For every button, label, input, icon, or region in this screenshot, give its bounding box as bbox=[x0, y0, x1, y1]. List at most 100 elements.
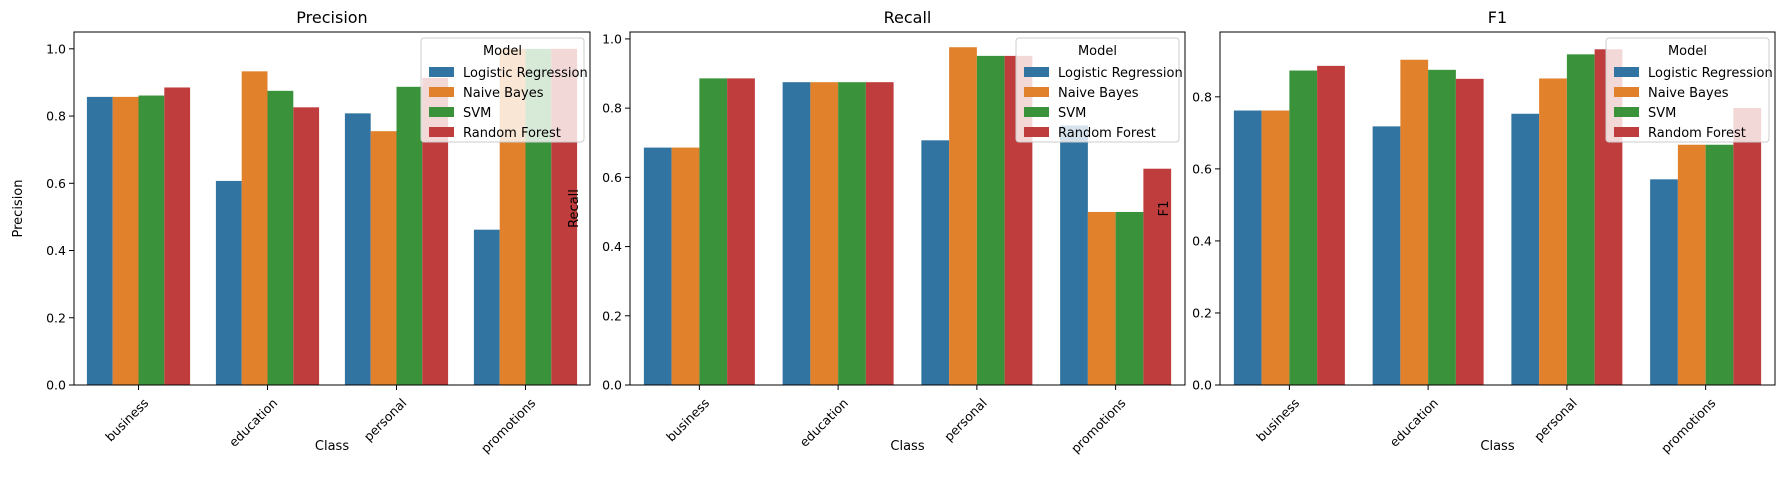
x-tick-label: education bbox=[226, 395, 280, 449]
bar-personal-naive-bayes bbox=[1539, 78, 1567, 386]
bar-business-random-forest bbox=[727, 78, 755, 385]
bar-personal-svm bbox=[396, 86, 423, 386]
bar-promotions-random-forest bbox=[1733, 108, 1762, 386]
bar-personal-logistic-regression bbox=[1511, 113, 1540, 385]
legend-swatch bbox=[429, 107, 454, 117]
legend-swatch bbox=[1024, 107, 1049, 117]
bar-education-random-forest bbox=[1455, 78, 1484, 385]
y-axis-label: Recall bbox=[567, 189, 582, 228]
x-tick-label: promotions bbox=[1068, 395, 1129, 456]
legend-box bbox=[420, 37, 585, 143]
y-tick-label: 1.0 bbox=[46, 41, 66, 56]
bar-promotions-naive-bayes bbox=[1087, 211, 1116, 385]
bar-personal-svm bbox=[1566, 54, 1595, 386]
y-tick-label: 0.8 bbox=[1192, 89, 1212, 104]
y-axis-label: Precision bbox=[11, 179, 26, 237]
legend-entry: Random Forest bbox=[463, 126, 561, 141]
bar-promotions-logistic-regression bbox=[1650, 179, 1678, 385]
bar-business-logistic-regression bbox=[1233, 110, 1262, 386]
legend-swatch bbox=[429, 67, 454, 77]
bar-education-svm bbox=[838, 82, 866, 386]
x-tick-label: education bbox=[1387, 395, 1441, 449]
bar-education-random-forest bbox=[293, 107, 320, 385]
axes-frame bbox=[1219, 31, 1776, 386]
y-tick-label: 0.6 bbox=[602, 170, 622, 185]
bar-business-random-forest bbox=[164, 87, 191, 385]
legend: Model Logistic Regression Naive Bayes SVM Ra… bbox=[1605, 37, 1773, 143]
legend-swatch bbox=[1614, 87, 1639, 97]
x-tick-label: personal bbox=[941, 395, 990, 444]
y-tick-label: 0.6 bbox=[46, 176, 66, 191]
y-tick-label: 0.2 bbox=[46, 310, 66, 325]
x-axis-label: Class bbox=[890, 439, 924, 454]
bar-business-svm bbox=[1289, 70, 1318, 385]
y-tick-label: 0.8 bbox=[46, 109, 66, 124]
bar-business-svm bbox=[138, 95, 165, 385]
x-tick-label: education bbox=[797, 395, 851, 449]
bar-education-naive-bayes bbox=[241, 71, 268, 385]
bar-promotions-svm bbox=[1705, 144, 1734, 385]
bar-promotions-logistic-regression bbox=[1060, 125, 1088, 386]
bar-business-naive-bayes bbox=[671, 147, 700, 385]
legend-swatch bbox=[1614, 107, 1639, 117]
bar-personal-naive-bayes bbox=[949, 47, 977, 386]
y-tick-label: 0.0 bbox=[1192, 378, 1212, 393]
chart-panel-1: Precision 0.0 0.2 0.4 0.6 0.8 1.0 Precision busi… bbox=[11, 8, 591, 456]
legend-entry: SVM bbox=[1058, 106, 1086, 121]
legend-box bbox=[1015, 37, 1180, 143]
legend: Model Logistic Regression Naive Bayes SVM Ra… bbox=[1015, 37, 1183, 143]
x-tick-label: promotions bbox=[1658, 395, 1719, 456]
bar-promotions-naive-bayes bbox=[1677, 144, 1706, 385]
legend-entry: Logistic Regression bbox=[463, 66, 588, 81]
bar-education-logistic-regression bbox=[782, 82, 811, 386]
legend-entry: Logistic Regression bbox=[1058, 66, 1183, 81]
bar-business-logistic-regression bbox=[643, 147, 672, 385]
bar-education-random-forest bbox=[865, 82, 894, 386]
legend-entry: Random Forest bbox=[1058, 126, 1156, 141]
chart-title: Recall bbox=[884, 8, 932, 27]
x-tick-label: personal bbox=[1531, 395, 1580, 444]
x-tick-label: personal bbox=[361, 395, 410, 444]
bar-personal-logistic-regression bbox=[344, 113, 371, 385]
bar-business-naive-bayes bbox=[112, 96, 139, 385]
bar-education-svm bbox=[1428, 69, 1456, 386]
chart-panel-3: F1 0.0 0.2 0.4 0.6 0.8 F1 business education pers… bbox=[1157, 8, 1776, 456]
bar-education-naive-bayes bbox=[810, 82, 839, 386]
legend-entry: Naive Bayes bbox=[1058, 86, 1139, 101]
y-tick-label: 0.4 bbox=[46, 243, 66, 258]
chart-title: Precision bbox=[296, 8, 367, 27]
legend-title: Model bbox=[1668, 44, 1707, 59]
legend-title: Model bbox=[1078, 44, 1117, 59]
y-tick-label: 0.8 bbox=[602, 101, 622, 116]
x-tick-label: business bbox=[663, 395, 712, 444]
legend-swatch bbox=[429, 87, 454, 97]
legend-entry: Naive Bayes bbox=[1648, 86, 1729, 101]
legend: Model Logistic Regression Naive Bayes SVM Ra… bbox=[420, 37, 588, 143]
y-tick-label: 0.2 bbox=[602, 308, 622, 323]
legend-box bbox=[1605, 37, 1770, 143]
bar-business-naive-bayes bbox=[1261, 110, 1290, 386]
y-tick-label: 0.0 bbox=[602, 378, 622, 393]
bar-promotions-svm bbox=[1115, 211, 1144, 385]
y-axis-label: F1 bbox=[1157, 201, 1172, 217]
bar-business-logistic-regression bbox=[86, 96, 113, 385]
legend-swatch bbox=[1614, 127, 1639, 137]
legend-swatch bbox=[1614, 67, 1639, 77]
legend-swatch bbox=[1024, 67, 1049, 77]
axes-frame bbox=[629, 31, 1186, 386]
legend-swatch bbox=[429, 127, 454, 137]
bar-personal-svm bbox=[976, 55, 1005, 385]
bar-education-naive-bayes bbox=[1400, 59, 1429, 385]
x-tick-label: promotions bbox=[478, 395, 539, 456]
chart-title: F1 bbox=[1488, 8, 1507, 27]
y-tick-label: 0.6 bbox=[1192, 161, 1212, 176]
bar-promotions-random-forest bbox=[1143, 168, 1172, 385]
bar-education-logistic-regression bbox=[1372, 126, 1401, 385]
x-axis-label: Class bbox=[315, 439, 349, 454]
bar-education-logistic-regression bbox=[215, 180, 242, 385]
x-axis-label: Class bbox=[1480, 439, 1514, 454]
bar-personal-logistic-regression bbox=[921, 140, 950, 385]
bar-promotions-logistic-regression bbox=[473, 229, 500, 385]
axes-frame bbox=[73, 31, 591, 386]
